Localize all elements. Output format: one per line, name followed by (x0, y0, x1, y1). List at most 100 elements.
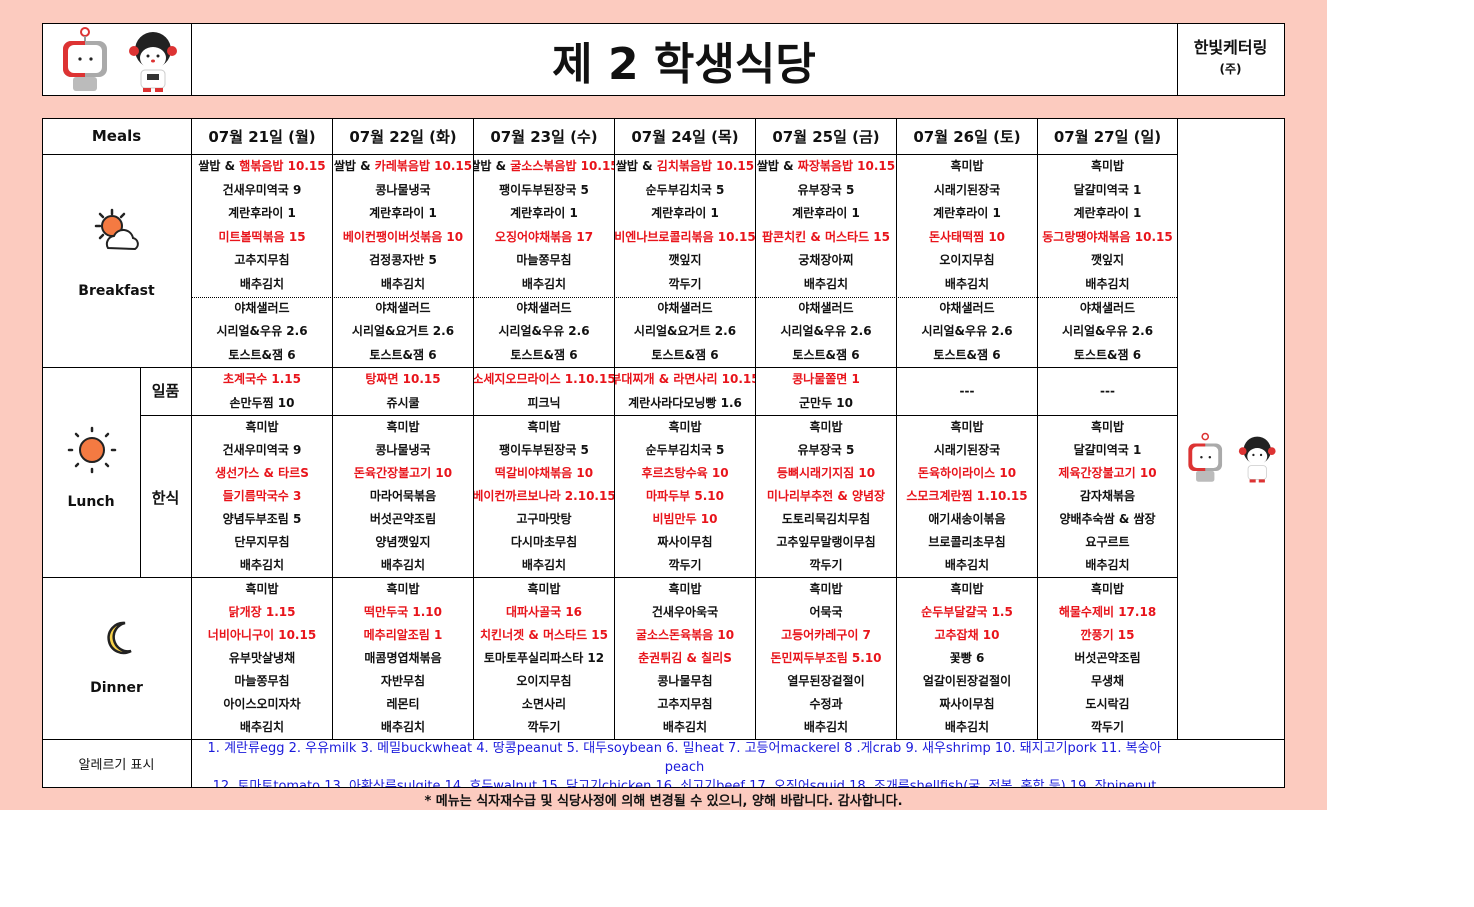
menu-item-text: 팽이두부된장국 5 (499, 443, 589, 457)
menu-item-text: 자반무침 (380, 674, 426, 688)
menu-item: 요구르트 (1085, 531, 1129, 554)
menu-item: 브로콜리초무침 (928, 531, 1005, 554)
menu-item-text: 토스트&잼 6 (510, 347, 578, 362)
menu-item-text: 계란후라이 1 (651, 206, 719, 221)
menu-item: 깍두기 (809, 554, 842, 577)
menu-item: 오이지무침 (939, 249, 994, 273)
menu-item: 쌀밥 & 짜장볶음밥 10.15 (757, 155, 895, 179)
footnote: * 메뉴는 식자재수급 및 식당사정에 의해 변경될 수 있으니, 양해 바랍니… (424, 794, 903, 809)
menu-item: 계란후라이 1 (1074, 202, 1142, 226)
menu-item: 흑미밥 (1091, 578, 1124, 601)
menu-item-text: 피크닉 (527, 395, 561, 410)
menu-item-text: 매콤명엽채볶음 (364, 651, 442, 665)
menu-item-text: 양배추숙쌈 & 쌈장 (1059, 512, 1156, 526)
dinner-cell: 흑미밥 떡만두국 1.10 메추리알조림 1 매콤명엽채볶음 자반무침 레몬티 배추김치 (333, 578, 473, 739)
menu-item-text: 너비아니구이 10.15 (207, 628, 317, 642)
menu-item-text: 돈육하이라이스 10 (917, 466, 1017, 480)
menu-item: 돈육하이라이스 10 (918, 462, 1016, 485)
menu-item: 토스트&잼 6 (792, 344, 859, 367)
menu-item-text: 배추김치 (239, 720, 285, 734)
lunch-ilpum-cell: 소세지오므라이스 1.10.15 피크닉 (474, 368, 614, 415)
menu-item: 흑미밥 (1091, 155, 1124, 179)
menu-item: 야채샐러드 (657, 297, 712, 321)
breakfast-cell: 쌀밥 & 카레볶음밥 10.15 콩나물냉국 계란후라이 1 베이컨팽이버섯볶음 10… (333, 155, 473, 367)
menu-item: 짜사이무침 (657, 531, 712, 554)
menu-item-text: 열무된장겉절이 (787, 674, 865, 688)
day-header: 07월 23일 (수) (490, 128, 598, 146)
menu-item: 열무된장겉절이 (787, 670, 864, 693)
menu-item: 도시락김 (1085, 693, 1129, 716)
breakfast-label: Breakfast (78, 283, 155, 299)
lunch-hansik-cell: 흑미밥 순두부김치국 5 후르츠탕수육 10 마파두부 5.10 비빔만두 10 짜사이무… (615, 416, 755, 577)
menu-item: 계란후라이 1 (369, 202, 437, 226)
menu-item: 배추김치 (522, 554, 566, 577)
menu-item: 흑미밥 (527, 416, 560, 439)
menu-item-text: 콩나물냉국 (375, 182, 431, 197)
menu-item-text: 마늘쫑무침 (516, 253, 572, 268)
menu-item: 흑미밥 (527, 578, 560, 601)
menu-item-text: 야채샐러드 (657, 300, 713, 315)
menu-item: 마파두부 5.10 (646, 485, 724, 508)
menu-item: 소면사리 (522, 693, 566, 716)
lunch-hansik-cell: 흑미밥 달걀미역국 1 제육간장불고기 10 감자채볶음 양배추숙쌈 & 쌈장 요구르트 배… (1038, 416, 1177, 577)
dinner-cell: 흑미밥 해물수제비 17.18 깐풍기 15 버섯곤약조림 무생채 도시락김 깍두기 (1038, 578, 1177, 739)
menu-item-text: 소세지오므라이스 1.10.15 (474, 372, 614, 386)
menu-item: 유부장국 5 (798, 179, 855, 203)
menu-item-text: 배추김치 (239, 558, 285, 572)
day-header: 07월 22일 (화) (349, 128, 457, 146)
menu-item-text: 흑미밥 (950, 420, 984, 434)
menu-item-text: 배추김치 (944, 276, 990, 291)
menu-item: 유부장국 5 (798, 439, 855, 462)
menu-item-text: 시래기된장국 (933, 443, 1001, 457)
menu-item-text: 깍두기 (527, 720, 561, 734)
menu-item-text: 야채샐러드 (375, 300, 431, 315)
allergy-label: 알레르기 표시 (78, 758, 155, 773)
menu-item: 순두부김치국 5 (646, 179, 725, 203)
menu-item-text: 시리얼&우유 2.6 (216, 324, 308, 339)
menu-item-text: 흑미밥 (668, 420, 702, 434)
menu-item-text: 생선가스 & 타르S (215, 466, 309, 480)
lunch-hansik-cell: 흑미밥 콩나물냉국 돈육간장불고기 10 마라어묵볶음 버섯곤약조림 양념깻잎지 배추김치 (333, 416, 473, 577)
menu-item: 흑미밥 (950, 155, 983, 179)
menu-item: 건새우미역국 9 (223, 179, 302, 203)
menu-item: 깍두기 (1091, 716, 1124, 739)
menu-item-text: 계란후라이 1 (792, 206, 860, 221)
menu-item: 부대찌개 & 라면사리 10.15 (615, 368, 755, 392)
menu-item-text: 시리얼&우유 2.6 (780, 324, 872, 339)
menu-item: 토스트&잼 6 (369, 344, 436, 367)
menu-item: 비엔나브로콜리볶음 10.15 (615, 226, 755, 250)
menu-item-text: 굴소스돈육볶음 10 (635, 628, 735, 642)
menu-item-text: 배추김치 (380, 558, 426, 572)
menu-item-text: 순두부김치국 5 (645, 443, 725, 457)
menu-item-text: 고추잡채 10 (934, 628, 1000, 642)
menu-item: 궁채장아찌 (798, 249, 853, 273)
menu-item: 건새우아욱국 (652, 601, 718, 624)
menu-item-text: 팝콘치킨 & 머스타드 15 (761, 229, 891, 244)
menu-item-text: 건새우아욱국 (651, 605, 719, 619)
menu-item: 팽이두부된장국 5 (499, 439, 589, 462)
menu-item: 탕짜면 10.15 (365, 368, 440, 392)
lunch-hansik-cell: 흑미밥 건새우미역국 9 생선가스 & 타르S 들기름막국수 3 양념두부조림 5 단무지… (192, 416, 332, 577)
menu-item-text: 야채샐러드 (516, 300, 572, 315)
menu-item-text: 햄볶음밥 10.15 (239, 159, 326, 173)
menu-item: 배추김치 (381, 716, 425, 739)
menu-item-text: 시리얼&우유 2.6 (1061, 324, 1154, 339)
menu-item: 흑미밥 (245, 578, 278, 601)
menu-item: 계란후라이 1 (933, 202, 1001, 226)
menu-item: 건새우미역국 9 (223, 439, 302, 462)
menu-item: 단무지무침 (234, 531, 289, 554)
dinner-cell: 흑미밥 닭개장 1.15 너비아니구이 10.15 유부맛살냉채 마늘쫑무침 아이스오미자… (192, 578, 332, 739)
menu-item: 꽃빵 6 (950, 647, 985, 670)
menu-item: 돈민찌두부조림 5.10 (770, 647, 881, 670)
menu-item: 너비아니구이 10.15 (208, 624, 316, 647)
sun-cloud-icon (90, 208, 146, 260)
menu-item-text: 고구마맛탕 (516, 512, 572, 526)
menu-item: 아이스오미자차 (223, 693, 300, 716)
menu-item-text: 흑미밥 (668, 582, 702, 596)
menu-item-text: 고추지무침 (657, 697, 713, 711)
menu-item-text: 깻잎지 (1090, 253, 1125, 268)
menu-item: 도토리묵김치무침 (782, 508, 870, 531)
menu-item: 짜사이무침 (939, 693, 994, 716)
menu-item: 떡만두국 1.10 (364, 601, 442, 624)
menu-item: 무생채 (1091, 670, 1124, 693)
